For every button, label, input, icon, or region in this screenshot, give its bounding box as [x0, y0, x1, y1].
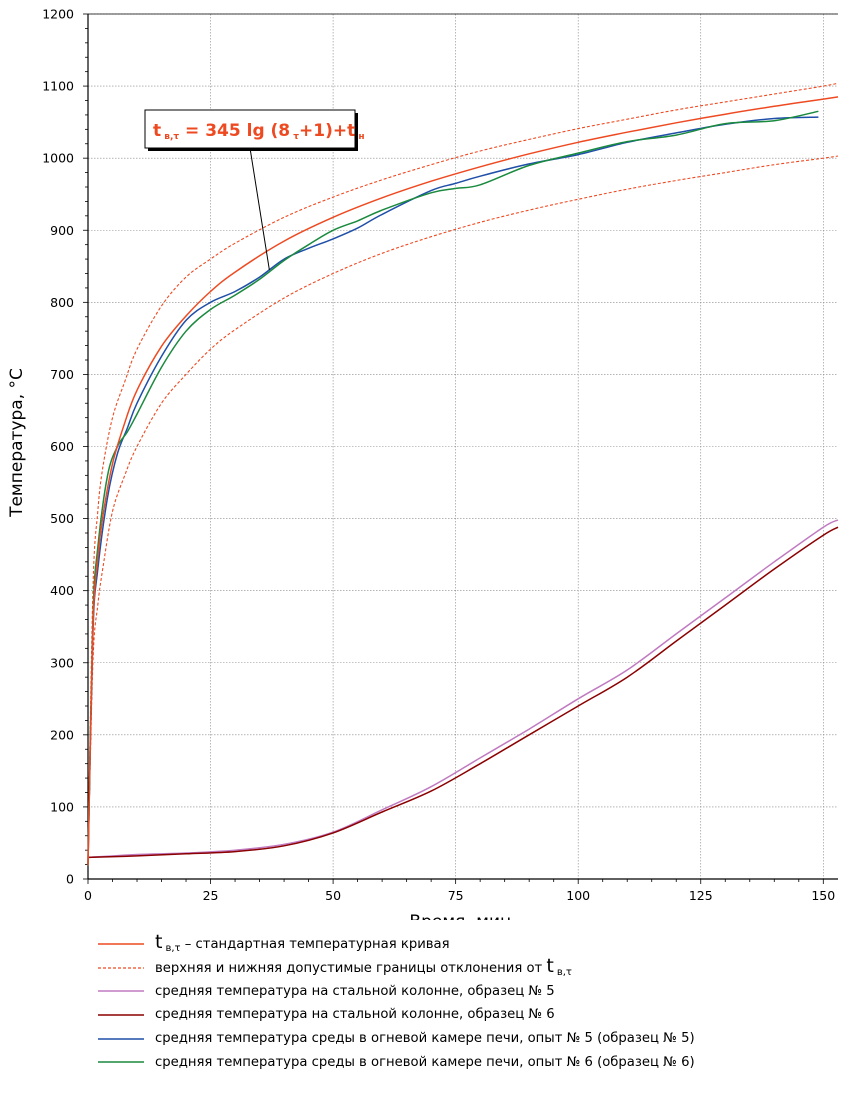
x-tick-label: 25: [203, 888, 219, 903]
x-tick-label: 0: [84, 888, 92, 903]
legend-swatch-bounds: [98, 966, 144, 969]
legend-item-standard-curve: t в,τ – стандартная температурная кривая: [97, 932, 695, 956]
y-tick-label: 1100: [42, 79, 74, 94]
legend-label-furnace-5: средняя температура среды в огневой каме…: [155, 1031, 695, 1047]
legend-label-standard: t в,τ – стандартная температурная кривая: [155, 931, 450, 955]
y-tick-label: 100: [50, 799, 74, 814]
x-axis-title: Время, мин.: [409, 912, 516, 920]
y-tick-label: 1000: [42, 151, 74, 166]
series-line-2: [87, 155, 839, 866]
series-line-0: [87, 96, 839, 865]
legend-item-column-5: средняя температура на стальной колонне,…: [97, 979, 695, 1003]
legend-swatch-standard: [98, 943, 144, 945]
series-line-1: [87, 82, 839, 864]
x-tick-label: 100: [566, 888, 590, 903]
legend-item-bounds: верхняя и нижняя допустимые границы откл…: [97, 956, 695, 980]
legend-swatch-column-5: [98, 990, 144, 992]
series-line-4: [87, 526, 839, 859]
annotation-leader-line: [249, 147, 270, 270]
y-axis-title: Температура, °С: [7, 368, 27, 518]
y-tick-label: 1200: [42, 7, 74, 22]
series-line-6: [87, 110, 819, 865]
y-tick-label: 300: [50, 655, 74, 670]
legend-item-furnace-6: средняя температура среды в огневой каме…: [97, 1050, 695, 1074]
x-tick-label: 150: [811, 888, 835, 903]
legend-item-column-6: средняя температура на стальной колонне,…: [97, 1003, 695, 1027]
legend-label-column-6: средняя температура на стальной колонне,…: [155, 1007, 555, 1023]
legend-label-furnace-6: средняя температура среды в огневой каме…: [155, 1054, 695, 1070]
y-tick-label: 500: [50, 511, 74, 526]
legend-label-bounds: верхняя и нижняя допустимые границы откл…: [155, 955, 572, 979]
legend-label-column-5: средняя температура на стальной колонне,…: [155, 983, 555, 999]
y-tick-label: 0: [66, 872, 74, 887]
x-tick-label: 75: [448, 888, 464, 903]
y-tick-label: 700: [50, 367, 74, 382]
legend-item-furnace-5: средняя температура среды в огневой каме…: [97, 1027, 695, 1051]
y-tick-label: 600: [50, 439, 74, 454]
x-tick-label: 125: [689, 888, 713, 903]
series-line-3: [87, 519, 839, 859]
legend-swatch-column-6: [98, 1014, 144, 1016]
chart-legend: t в,τ – стандартная температурная кривая …: [97, 932, 695, 1074]
legend-swatch-furnace-5: [98, 1037, 144, 1040]
x-tick-label: 50: [325, 888, 341, 903]
y-tick-label: 900: [50, 223, 74, 238]
annotation-box: [144, 109, 356, 149]
y-tick-label: 200: [50, 727, 74, 742]
y-tick-label: 400: [50, 583, 74, 598]
annotation-formula: t в,τ = 345 lg (8 τ+1)+t н: [153, 121, 365, 142]
temperature-chart: 0100200300400500600700800900100011001200…: [7, 7, 839, 920]
y-tick-label: 800: [50, 295, 74, 310]
legend-swatch-furnace-6: [98, 1061, 144, 1064]
